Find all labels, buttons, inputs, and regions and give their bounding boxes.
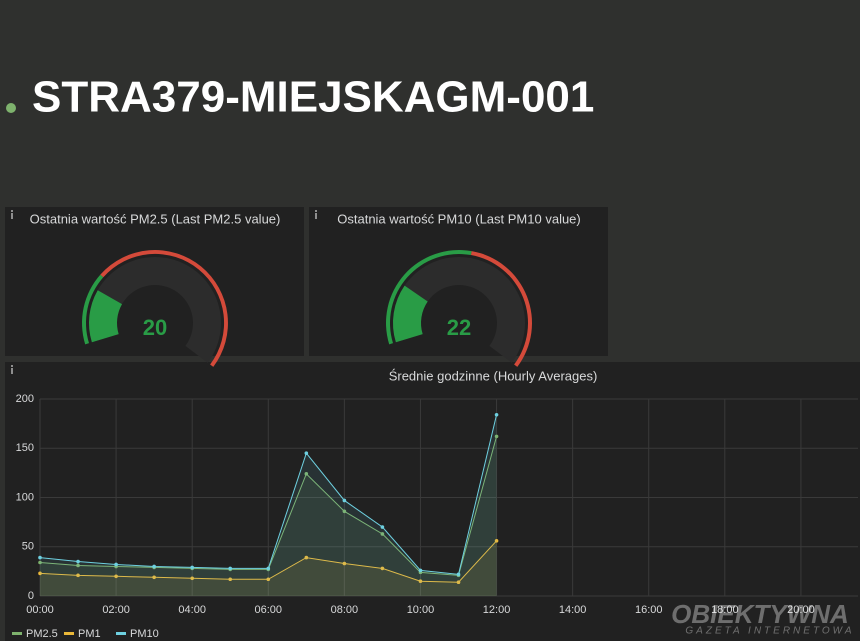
data-point — [114, 562, 118, 567]
data-point — [266, 577, 271, 582]
data-point — [76, 573, 80, 578]
data-point — [304, 451, 309, 455]
series-area — [40, 540, 497, 596]
gauge-threshold — [470, 251, 532, 367]
data-point — [380, 566, 385, 571]
legend-label: PM10 — [130, 628, 159, 640]
data-point — [76, 563, 80, 568]
x-tick-label: 10:00 — [407, 604, 435, 616]
y-tick-label: 200 — [16, 393, 34, 405]
x-tick-label: 00:00 — [26, 604, 54, 616]
data-point — [152, 575, 156, 580]
data-point — [228, 566, 233, 571]
content: Ostatnia wartość PM2.5 (Last PM2.5 value… — [12, 211, 858, 640]
y-tick-label: 0 — [28, 590, 34, 602]
gauge-fill — [392, 285, 428, 343]
data-point — [456, 572, 461, 577]
data-point — [494, 539, 499, 543]
data-point — [380, 532, 385, 536]
data-point — [304, 555, 309, 560]
data-point — [342, 561, 347, 566]
x-tick-label: 18:00 — [711, 604, 739, 616]
data-point — [228, 577, 233, 582]
x-tick-label: 06:00 — [255, 604, 283, 616]
gauge-threshold — [386, 250, 472, 345]
data-point — [304, 472, 309, 476]
data-point — [494, 412, 499, 417]
data-point — [152, 564, 156, 569]
data-point — [342, 498, 347, 503]
data-point — [38, 555, 42, 560]
legend-label: PM2.5 — [26, 628, 58, 640]
dashboard-title: STRA379-MIEJSKAGM-001 — [32, 73, 594, 122]
y-tick-label: 100 — [16, 491, 34, 503]
legend-swatch — [12, 632, 22, 635]
gauge-track — [88, 257, 221, 363]
gauge-threshold — [82, 274, 104, 345]
x-tick-label: 14:00 — [559, 604, 587, 616]
panel-title: Średnie godzinne (Hourly Averages) — [389, 368, 598, 383]
x-tick-label: 16:00 — [635, 604, 663, 616]
data-point — [76, 559, 80, 564]
data-point — [418, 568, 423, 573]
gauge-fill — [88, 290, 123, 343]
series-area — [40, 436, 497, 596]
data-point — [494, 434, 499, 439]
legend-label: PM1 — [78, 628, 101, 640]
gauge-track — [392, 257, 525, 363]
x-tick-label: 08:00 — [331, 604, 359, 616]
data-point — [38, 571, 42, 576]
data-point — [114, 574, 118, 579]
gauge-value: 20 — [143, 315, 167, 340]
data-point — [418, 579, 423, 584]
panel-title: Ostatnia wartość PM2.5 (Last PM2.5 value… — [30, 211, 281, 226]
data-point — [342, 509, 347, 514]
data-point — [266, 566, 271, 571]
data-point — [38, 560, 42, 565]
x-tick-label: 04:00 — [178, 604, 206, 616]
y-tick-label: 50 — [22, 541, 34, 553]
panel — [5, 362, 860, 641]
data-point — [380, 525, 385, 529]
gauge-value: 22 — [447, 315, 471, 340]
panel-title: Ostatnia wartość PM10 (Last PM10 value) — [337, 211, 581, 226]
data-point — [190, 576, 194, 581]
x-tick-label: 02:00 — [102, 604, 130, 616]
y-tick-label: 150 — [16, 442, 34, 454]
series-area — [40, 414, 497, 596]
x-tick-label: 12:00 — [483, 604, 511, 616]
status-dot — [6, 103, 16, 113]
info-icons — [11, 210, 317, 374]
data-point — [456, 580, 461, 585]
legend-swatch — [64, 632, 74, 635]
data-point — [190, 565, 194, 570]
watermark-subtitle: GAZETA INTERNETOWA — [685, 626, 854, 637]
watermark-title: OBIEKTYWNA — [671, 599, 849, 629]
x-tick-label: 20:00 — [787, 604, 815, 616]
legend-swatch — [116, 632, 126, 635]
